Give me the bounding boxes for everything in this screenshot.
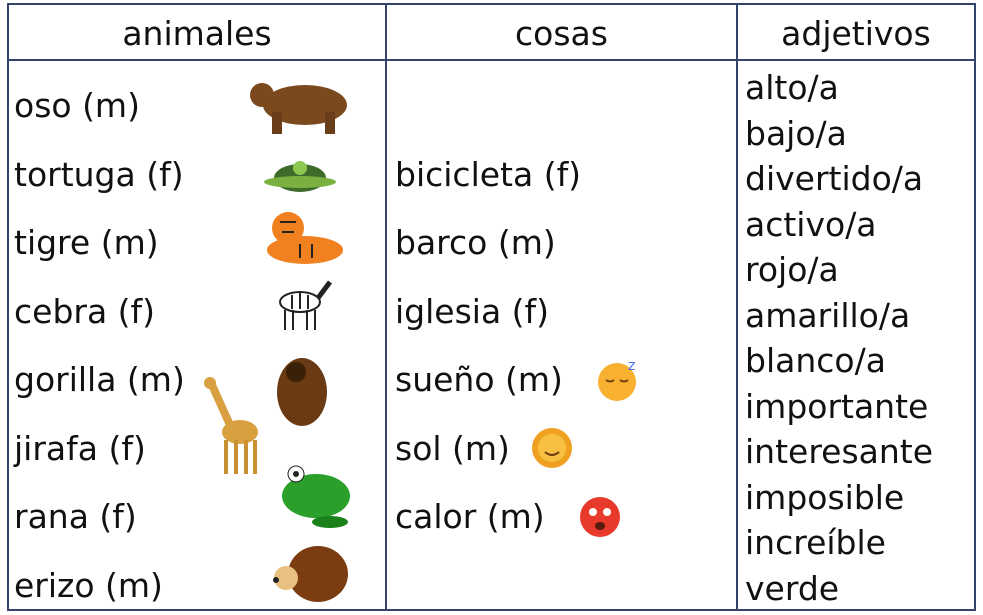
turtle-icon	[264, 161, 336, 192]
column-header: cosas	[515, 14, 608, 53]
sun-emoji	[532, 428, 572, 468]
cosa-cell: barco (m)	[395, 223, 556, 262]
animal-cell: erizo (m)	[14, 565, 163, 605]
hot-face-emoji	[580, 497, 620, 537]
animal-cell: tigre (m)	[14, 223, 159, 262]
tiger-icon	[267, 212, 343, 264]
column-header: adjetivos	[781, 14, 931, 53]
adjetivo-cell: amarillo/a	[745, 295, 911, 335]
cosa-cell: sueño (m)	[395, 360, 563, 399]
adjetivo-cell: divertido/a	[745, 159, 924, 198]
adjetivo-cell: importante	[745, 386, 929, 426]
animal-cell: tortuga (f)	[14, 154, 184, 194]
cosa-cell: iglesia (f)	[395, 291, 550, 331]
adjetivo-cell: verde	[745, 568, 840, 608]
sleepy-emoji: z	[598, 358, 636, 401]
hedgehog-icon	[273, 546, 348, 602]
animal-cell: jirafa (f)	[14, 428, 146, 468]
adjetivo-cell: increíble	[745, 523, 886, 562]
cosa-cell: bicicleta (f)	[395, 154, 582, 194]
bear-icon	[250, 83, 347, 134]
table-borders	[7, 3, 976, 611]
zebra-icon	[279, 280, 332, 330]
adjetivo-cell: interesante	[745, 432, 934, 471]
adjetivo-cell: rojo/a	[745, 250, 839, 289]
cosa-cell: sol (m)	[395, 428, 510, 468]
cosa-cell: calor (m)	[395, 497, 545, 536]
animal-cell: cebra (f)	[14, 291, 156, 331]
animal-cell: rana (f)	[14, 497, 137, 536]
adjetivo-cell: imposible	[745, 477, 905, 517]
frog-icon	[282, 465, 350, 528]
gorilla-icon	[277, 358, 327, 426]
animal-cell: oso (m)	[14, 86, 140, 125]
adjetivo-cell: blanco/a	[745, 341, 886, 380]
column-header: animales	[122, 14, 272, 53]
svg-text:z: z	[628, 358, 635, 374]
giraffe-icon	[204, 377, 258, 474]
adjetivo-cell: activo/a	[745, 204, 877, 244]
animal-cell: gorilla (m)	[14, 360, 185, 399]
adjetivo-cell: bajo/a	[745, 113, 847, 153]
adjetivo-cell: alto/a	[745, 68, 839, 107]
